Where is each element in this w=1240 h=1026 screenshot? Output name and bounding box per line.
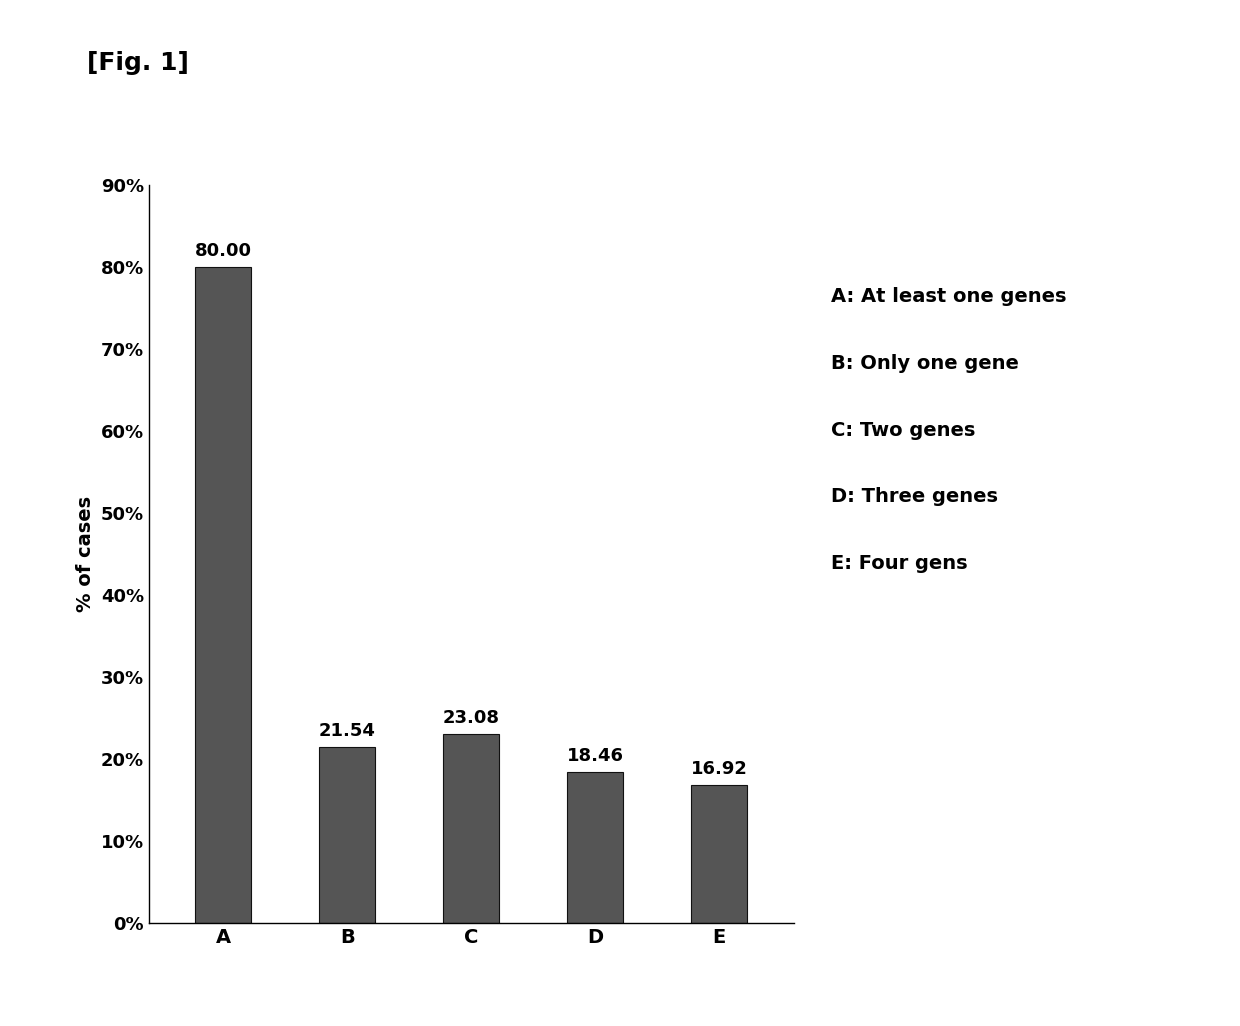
- Text: [Fig. 1]: [Fig. 1]: [87, 51, 188, 75]
- Y-axis label: % of cases: % of cases: [76, 496, 95, 613]
- Text: 18.46: 18.46: [567, 747, 624, 765]
- Text: 80.00: 80.00: [195, 242, 252, 261]
- Text: C: Two genes: C: Two genes: [831, 421, 975, 440]
- Bar: [444, 734, 500, 923]
- Bar: [320, 747, 374, 923]
- Bar: [195, 267, 250, 923]
- Text: 21.54: 21.54: [319, 722, 376, 740]
- Bar: [568, 772, 624, 923]
- Text: D: Three genes: D: Three genes: [831, 487, 998, 507]
- Text: B: Only one gene: B: Only one gene: [831, 354, 1019, 373]
- Bar: [692, 785, 748, 923]
- Text: A: At least one genes: A: At least one genes: [831, 287, 1066, 307]
- Text: 16.92: 16.92: [691, 760, 748, 778]
- Text: E: Four gens: E: Four gens: [831, 554, 967, 574]
- Text: 23.08: 23.08: [443, 709, 500, 727]
